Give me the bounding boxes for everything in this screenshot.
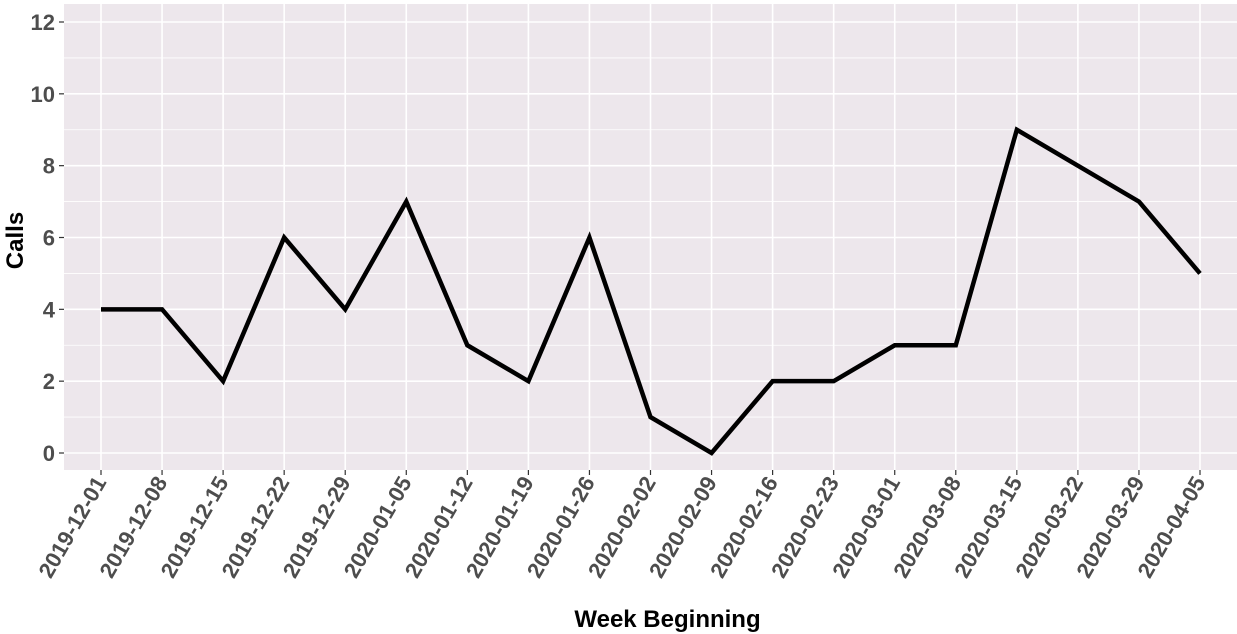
x-axis: 2019-12-012019-12-082019-12-152019-12-22… xyxy=(33,470,1210,582)
y-tick-label: 12 xyxy=(31,10,55,35)
y-tick-label: 0 xyxy=(43,441,55,466)
y-axis: 0 2 4 6 8 10 12 xyxy=(31,10,64,466)
y-tick-label: 10 xyxy=(31,82,55,107)
series-layer xyxy=(101,126,1202,456)
series-line xyxy=(101,126,1202,456)
y-tick-label: 6 xyxy=(43,226,55,251)
x-axis-title: Week Beginning xyxy=(574,606,760,633)
y-tick-label: 4 xyxy=(43,297,56,322)
y-tick-label: 8 xyxy=(43,154,55,179)
y-tick-label: 2 xyxy=(43,369,55,394)
y-axis-title: Calls xyxy=(2,212,29,269)
